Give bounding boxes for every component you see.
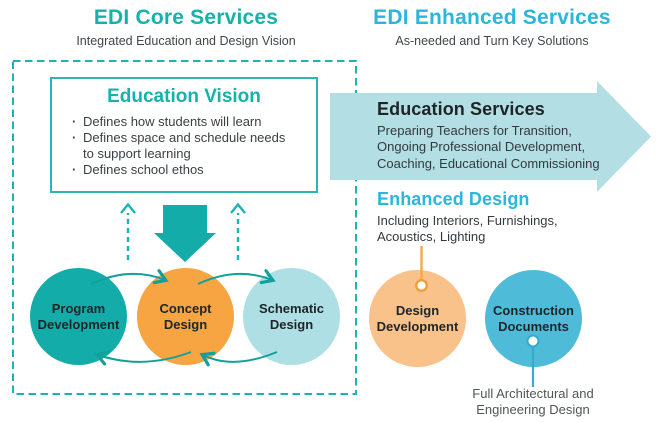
- vision-bullet: Defines space and schedule needs to supp…: [70, 130, 296, 162]
- enhanced-design-line: Including Interiors, Furnishings,: [377, 213, 558, 228]
- core-services-subtitle: Integrated Education and Design Vision: [76, 34, 296, 48]
- vision-bullet: Defines school ethos: [70, 162, 296, 178]
- schematic-design-label: Schematic Design: [258, 301, 325, 332]
- schematic-design-circle: Schematic Design: [243, 268, 340, 365]
- education-vision-bullet-list: Defines how students will learn Defines …: [70, 114, 296, 179]
- concept-design-circle: Concept Design: [137, 268, 234, 365]
- enhanced-design-block: Enhanced Design Including Interiors, Fur…: [377, 189, 558, 246]
- construction-documents-label: Construction Documents: [493, 303, 574, 334]
- education-services-block: Education Services Preparing Teachers fo…: [377, 99, 600, 172]
- down-arrow-icon: [154, 205, 216, 262]
- enhanced-services-subtitle: As-needed and Turn Key Solutions: [395, 34, 589, 48]
- construction-note: Full Architectural and Engineering Desig…: [443, 386, 623, 417]
- design-development-circle: Design Development: [369, 270, 466, 367]
- construction-documents-circle: Construction Documents: [485, 270, 582, 367]
- education-services-line: Coaching, Educational Commissioning: [377, 155, 600, 171]
- enhanced-design-title: Enhanced Design: [377, 189, 530, 209]
- enhanced-services-header: EDI Enhanced Services As-needed and Turn…: [332, 6, 652, 48]
- vision-bullet: Defines how students will learn: [70, 114, 296, 130]
- construction-note-line: Engineering Design: [476, 401, 590, 417]
- program-development-circle: Program Development: [30, 268, 127, 365]
- core-services-title: EDI Core Services: [93, 6, 279, 29]
- construction-note-line: Full Architectural and: [472, 386, 594, 401]
- dashed-up-arrow-icon: [230, 202, 246, 260]
- dashed-up-arrow-icon: [120, 202, 136, 260]
- education-services-line: Preparing Teachers for Transition,: [377, 123, 572, 138]
- education-services-line: Ongoing Professional Development,: [377, 139, 586, 155]
- enhanced-services-title: EDI Enhanced Services: [373, 6, 611, 29]
- education-vision-box: Education Vision Defines how students wi…: [50, 77, 318, 193]
- design-development-label: Design Development: [376, 303, 459, 334]
- education-vision-title: Education Vision: [107, 86, 261, 107]
- education-services-title: Education Services: [377, 99, 545, 119]
- core-services-header: EDI Core Services Integrated Education a…: [0, 6, 372, 48]
- enhanced-design-line: Acoustics, Lighting: [377, 229, 486, 245]
- program-development-label: Program Development: [37, 301, 120, 332]
- concept-design-label: Concept Design: [159, 301, 212, 332]
